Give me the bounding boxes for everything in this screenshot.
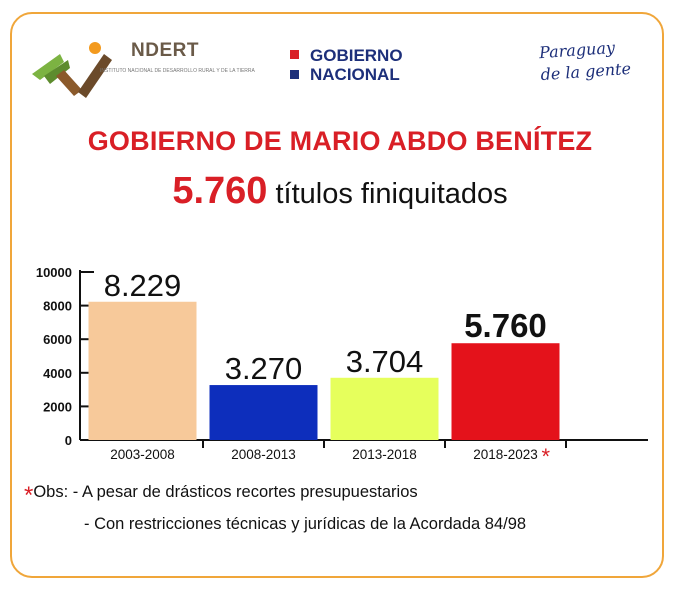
footnote-line1: *Obs: - A pesar de drásticos recortes pr… — [24, 482, 418, 510]
red-square-icon — [290, 50, 299, 59]
bar-value-label: 3.270 — [225, 351, 303, 386]
indert-name: NDERT — [131, 40, 199, 61]
x-tick-label: 2003-2008 — [110, 447, 175, 462]
page-title: GOBIERNO DE MARIO ABDO BENÍTEZ — [87, 126, 593, 156]
footnote-line2: - Con restricciones técnicas y jurídicas… — [84, 515, 527, 533]
bar-2008-2013 — [209, 385, 318, 440]
bar-value-label: 5.760 — [464, 307, 547, 344]
blue-square-icon — [290, 70, 299, 79]
category-marker: * — [542, 444, 551, 469]
gobierno-nacional-text: GOBIERNO NACIONAL — [310, 46, 403, 84]
footnote-marker: * — [24, 482, 34, 509]
infographic-frame — [10, 12, 664, 578]
page-subtitle: 5.760 títulos finiquitados — [0, 170, 680, 213]
gobierno-line2: NACIONAL — [310, 65, 400, 84]
x-tick-label: 2018-2023 — [473, 447, 538, 462]
indert-logo: NDERT INSTITUTO NACIONAL DE DESARROLLO R… — [30, 40, 255, 100]
y-tick-label: 4000 — [43, 366, 72, 381]
footnote-label: Obs: — [33, 483, 69, 501]
y-tick-label: 0 — [65, 433, 72, 448]
indert-subtitle: INSTITUTO NACIONAL DE DESARROLLO RURAL Y… — [100, 68, 255, 74]
bar-2003-2008 — [88, 301, 197, 440]
gobierno-nacional-logo: GOBIERNO NACIONAL — [288, 46, 428, 86]
bar-2018-2023 — [451, 343, 560, 440]
bar-value-label: 3.704 — [346, 344, 424, 379]
y-tick-label: 10000 — [36, 265, 72, 280]
indert-emblem-icon — [32, 42, 112, 98]
footnote-text1: - A pesar de drásticos recortes presupue… — [68, 483, 418, 501]
y-tick-label: 2000 — [43, 399, 72, 414]
bar-value-label: 8.229 — [104, 268, 182, 303]
total-number: 5.760 — [172, 170, 268, 212]
x-tick-label: 2013-2018 — [352, 447, 417, 462]
total-label: títulos finiquitados — [275, 178, 508, 210]
y-tick-label: 8000 — [43, 299, 72, 314]
x-tick-label: 2008-2013 — [231, 447, 296, 462]
y-tick-label: 6000 — [43, 332, 72, 347]
gobierno-line1: GOBIERNO — [310, 46, 403, 65]
bar-2013-2018 — [330, 377, 439, 440]
